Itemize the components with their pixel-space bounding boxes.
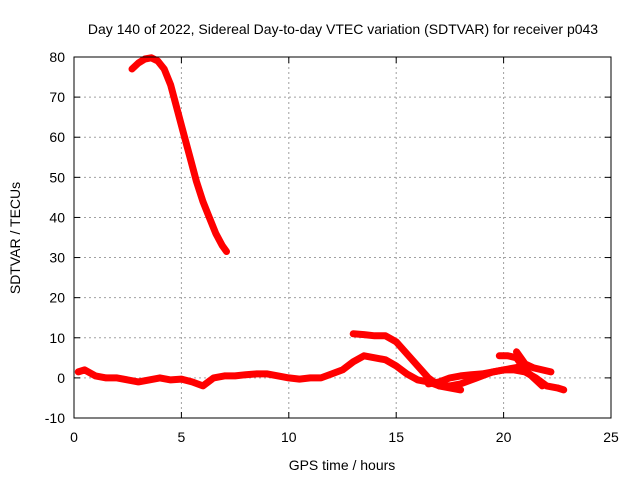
x-tick-label: 10: [281, 429, 297, 445]
series-arc-5: [513, 348, 555, 376]
y-tick-label: 70: [49, 89, 65, 105]
series-arc-3: [349, 330, 465, 394]
x-tick-label: 25: [603, 429, 619, 445]
y-tick-label: 50: [49, 169, 65, 185]
tick-labels: 0 5 10 15 20 25 -10 0 10 20 30 40 50 60 70 80: [45, 49, 619, 445]
y-tick-label: 40: [49, 209, 65, 225]
chart-title: Day 140 of 2022, Sidereal Day-to-day VTE…: [88, 21, 598, 37]
plot-frame: [73, 56, 612, 419]
y-tick-label: 0: [57, 370, 65, 386]
x-tick-label: 15: [388, 429, 404, 445]
y-tick-label: 20: [49, 290, 65, 306]
series-arc-6: [424, 362, 529, 388]
series-layer: [74, 54, 568, 394]
y-tick-label: 30: [49, 250, 65, 266]
y-tick-label: 80: [49, 49, 65, 65]
y-tick-label: 10: [49, 330, 65, 346]
x-tick-label: 20: [496, 429, 512, 445]
y-tick-label: -10: [45, 410, 65, 426]
axis-ticks: [73, 56, 612, 419]
x-tick-label: 0: [70, 429, 78, 445]
x-axis-label: GPS time / hours: [289, 457, 396, 473]
series-arc-1: [128, 54, 230, 255]
y-axis-label: SDTVAR / TECUs: [7, 182, 23, 294]
x-tick-label: 5: [178, 429, 186, 445]
y-tick-label: 60: [49, 129, 65, 145]
